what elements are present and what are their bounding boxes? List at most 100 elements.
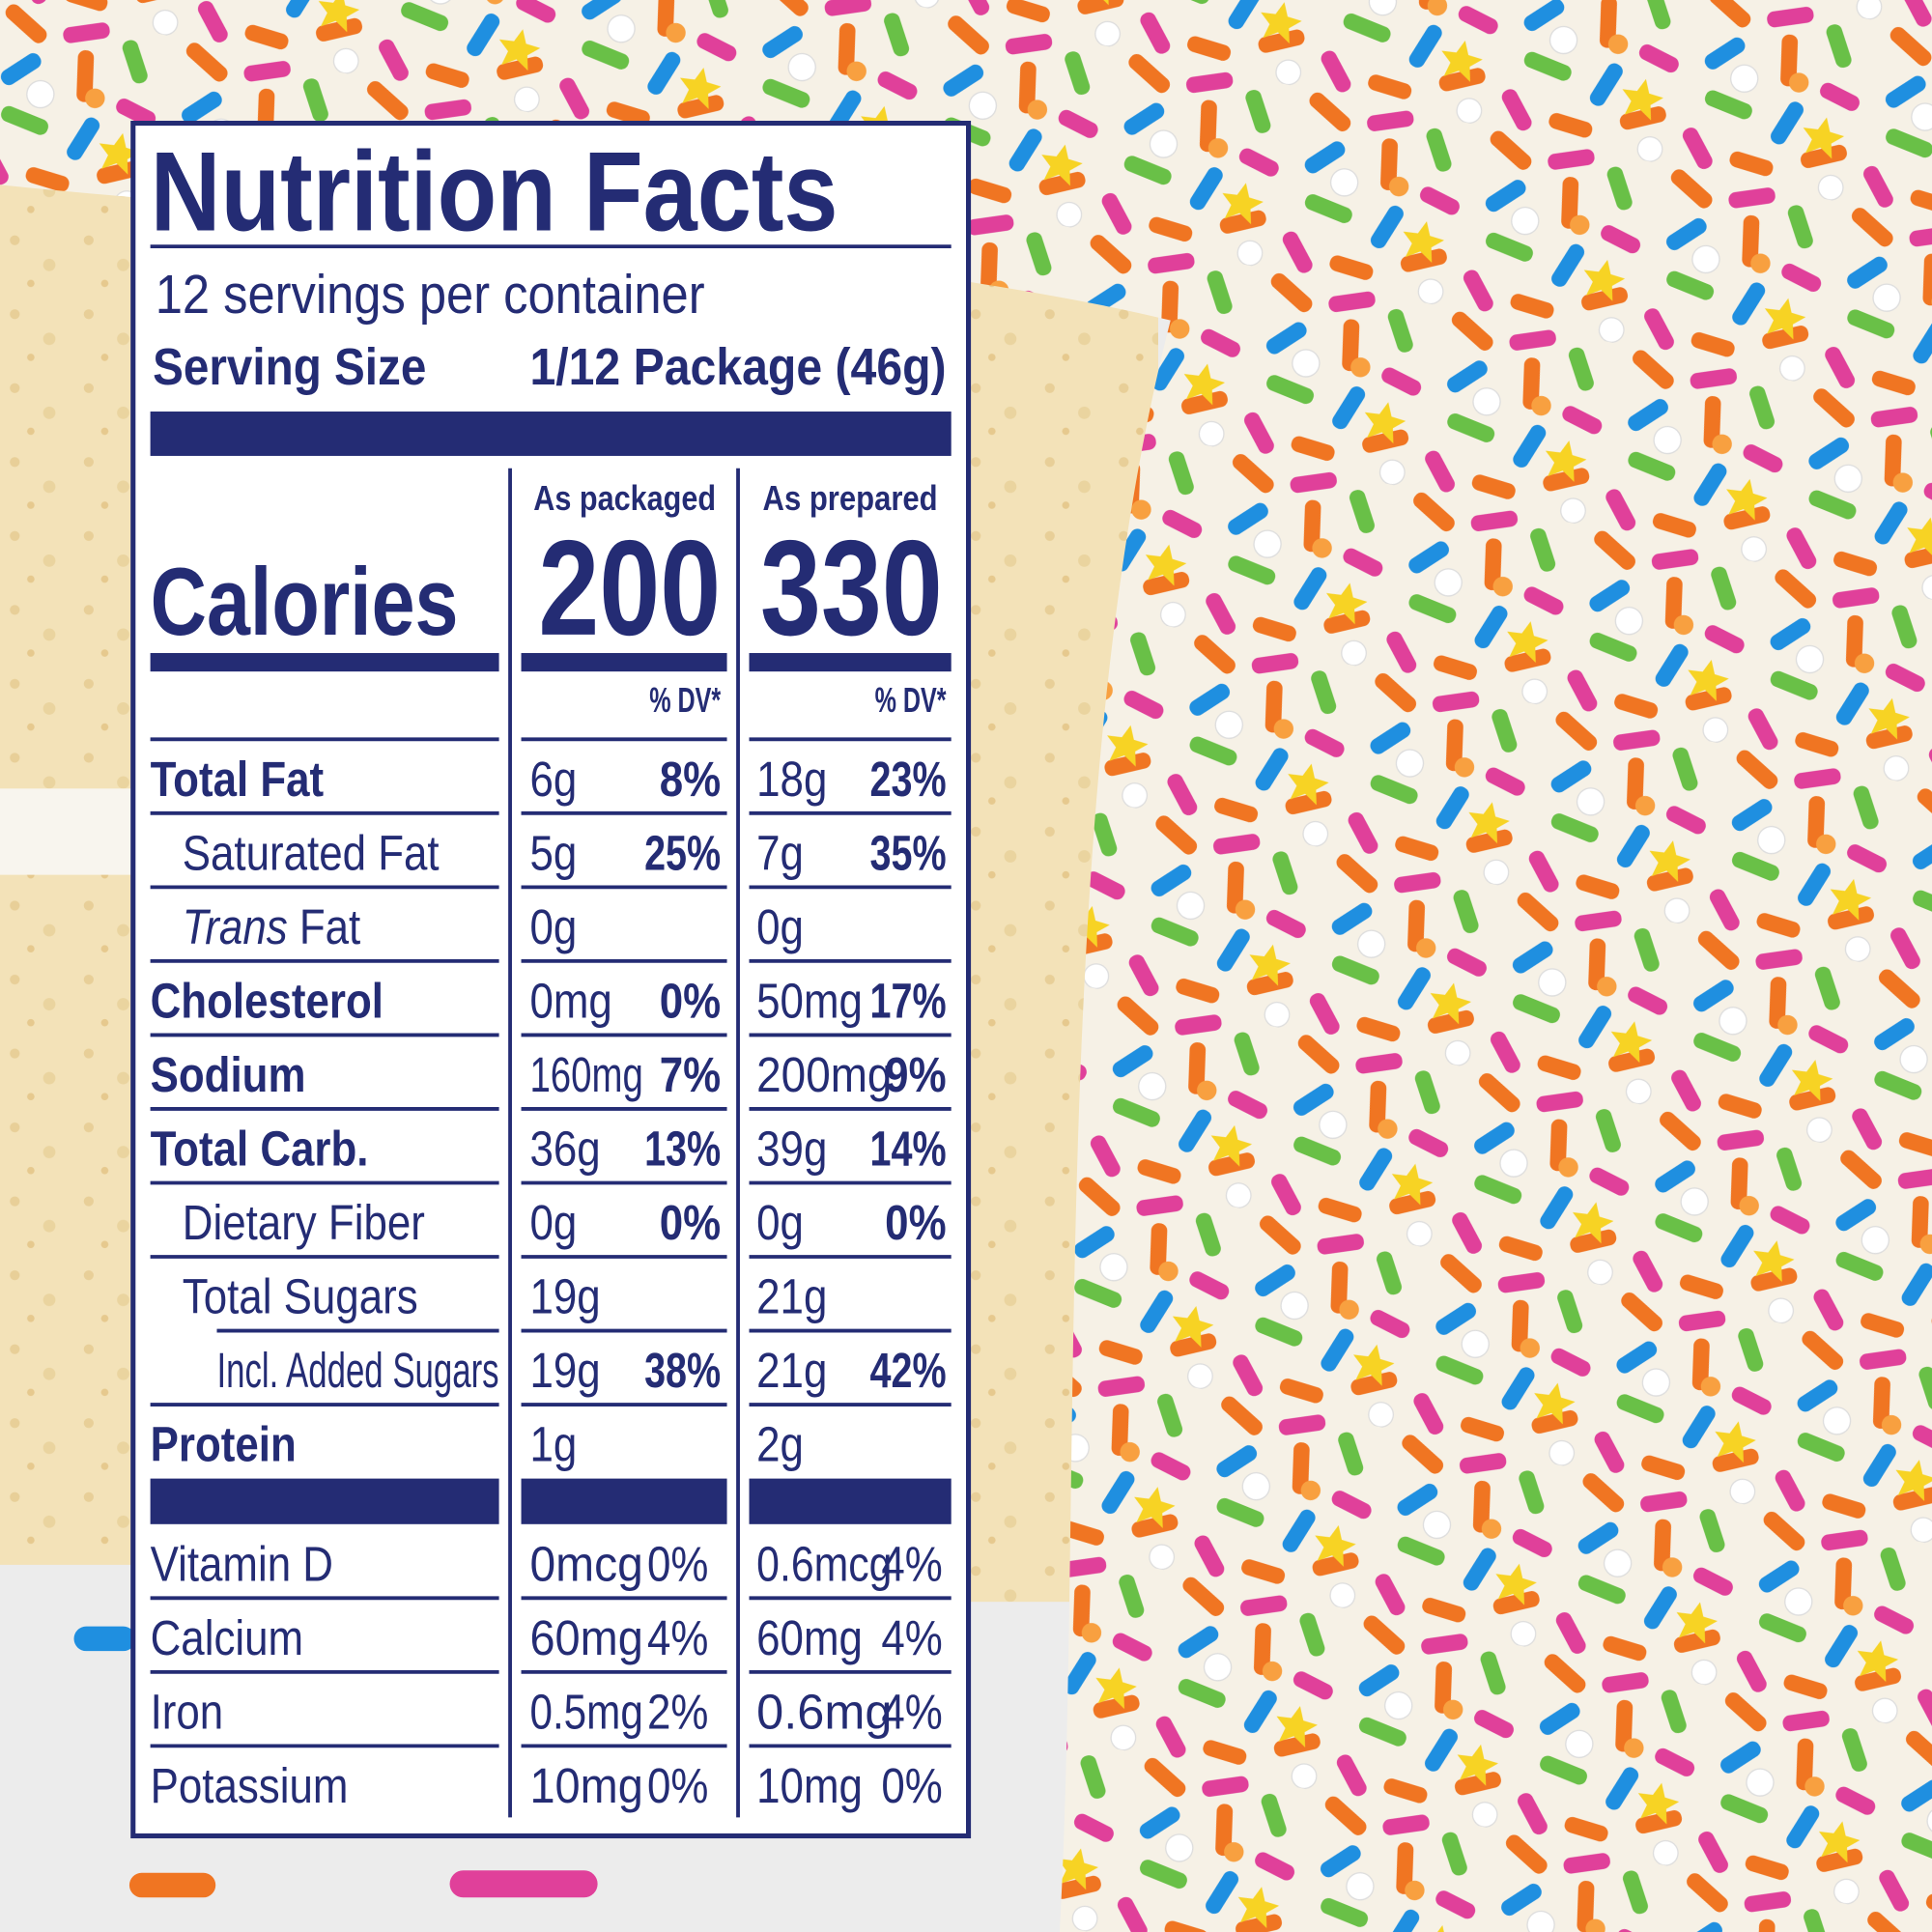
nutrient-name: Saturated Fat [183, 826, 440, 881]
sprinkle [73, 1626, 136, 1652]
dv-heading: % DV* [875, 681, 947, 720]
amount: 0.6mcg [756, 1536, 892, 1591]
amount: 6g [529, 752, 577, 807]
amount: 18g [756, 752, 827, 807]
amount: 0mg [529, 974, 611, 1029]
calories-value: 330 [760, 512, 943, 664]
daily-value: 35% [870, 826, 947, 881]
daily-value: 42% [870, 1343, 947, 1398]
thick-bar [749, 1478, 952, 1524]
amount: 5g [529, 826, 577, 881]
vitamin-name: Vitamin D [151, 1536, 333, 1591]
column-heading: As prepared [763, 479, 938, 518]
daily-value: 8% [660, 752, 721, 807]
amount: 0g [756, 899, 804, 954]
amount: 160mg [529, 1047, 642, 1102]
amount: 19g [529, 1343, 600, 1398]
amount: 60mg [529, 1610, 642, 1665]
daily-value: 0% [885, 1195, 946, 1250]
scattered-sprinkles [73, 1626, 598, 1898]
amount: 10mg [529, 1758, 642, 1813]
daily-value: 38% [644, 1343, 721, 1398]
calories-value: 200 [538, 512, 721, 664]
daily-value: 25% [644, 826, 721, 881]
amount: 0g [756, 1195, 804, 1250]
thick-bar [521, 1478, 727, 1524]
nutrient-name: Total Carb. [151, 1122, 369, 1177]
nutrient-name: Protein [151, 1417, 297, 1472]
nutrient-name-text: Total Fat [151, 752, 325, 807]
nutrient-name: Sodium [151, 1047, 306, 1102]
amount: 2g [756, 1417, 804, 1472]
nutrient-name: Cholesterol [151, 974, 384, 1029]
nutrition-label [130, 121, 972, 1839]
daily-value: 14% [870, 1122, 947, 1177]
sprinkle [449, 1870, 598, 1898]
vitamin-name: Potassium [151, 1758, 349, 1813]
thick-bar [150, 1478, 499, 1524]
servings: 12 servings per container [156, 264, 705, 325]
calories-label: Calories [151, 549, 459, 656]
daily-value: 0% [660, 974, 721, 1029]
daily-value: 23% [870, 752, 947, 807]
amount: 0g [529, 899, 577, 954]
daily-value: 4% [881, 1536, 942, 1591]
medium-bar [521, 653, 727, 672]
daily-value: 17% [870, 974, 947, 1029]
thick-bar [150, 412, 952, 456]
amount: 0.6mg [756, 1685, 892, 1740]
daily-value: 4% [647, 1610, 708, 1665]
nutrient-name-text: Sodium [151, 1047, 306, 1102]
amount: 19g [529, 1269, 600, 1324]
medium-bar [150, 653, 499, 672]
nutrient-name: Incl. Added Sugars [216, 1343, 498, 1398]
nutrient-name-text: Protein [151, 1417, 297, 1472]
nutrient-name-text: Total Sugars [183, 1269, 418, 1324]
amount: 50mg [756, 974, 863, 1029]
daily-value: 4% [881, 1610, 942, 1665]
daily-value: 0% [660, 1195, 721, 1250]
label-title: Nutrition Facts [151, 128, 838, 255]
medium-bar [749, 653, 952, 672]
amount: 21g [756, 1269, 827, 1324]
daily-value: 4% [881, 1685, 942, 1740]
daily-value: 9% [885, 1047, 946, 1102]
vitamin-name: Calcium [151, 1610, 303, 1665]
amount: 1g [529, 1417, 577, 1472]
nutrient-name-text: Fat [299, 899, 360, 954]
amount: 200mg [756, 1047, 892, 1102]
label-content: Nutrition Facts 12 servings per containe… [151, 128, 952, 1818]
daily-value: 0% [647, 1536, 708, 1591]
nutrient-name-text: Saturated Fat [183, 826, 440, 881]
daily-value: 0% [647, 1758, 708, 1813]
sprinkle [128, 1872, 216, 1898]
column-heading: As packaged [533, 479, 716, 518]
nutrient-name: Trans Fat [183, 899, 360, 954]
amount: 0.5mg [529, 1685, 642, 1740]
vitamin-name: Iron [151, 1685, 224, 1740]
amount: 0g [529, 1195, 577, 1250]
dv-heading: % DV* [649, 681, 721, 720]
nutrient-name: Dietary Fiber [183, 1195, 425, 1250]
amount: 0mcg [529, 1536, 642, 1591]
amount: 7g [756, 826, 804, 881]
nutrient-name-text: Dietary Fiber [183, 1195, 425, 1250]
nutrient-name-text: Total Carb. [151, 1122, 369, 1177]
serving-size-value: 1/12 Package (46g) [529, 339, 946, 396]
serving-size-label: Serving Size [153, 339, 426, 396]
daily-value: 7% [660, 1047, 721, 1102]
nutrient-name-text: Cholesterol [151, 974, 384, 1029]
nutrient-name-text: Incl. Added Sugars [216, 1343, 498, 1398]
nutrient-name: Total Fat [151, 752, 325, 807]
amount: 39g [756, 1122, 827, 1177]
daily-value: 13% [644, 1122, 721, 1177]
amount: 60mg [756, 1610, 863, 1665]
nutrient-name: Total Sugars [183, 1269, 418, 1324]
amount: 21g [756, 1343, 827, 1398]
daily-value: 0% [881, 1758, 942, 1813]
amount: 36g [529, 1122, 600, 1177]
daily-value: 2% [647, 1685, 708, 1740]
